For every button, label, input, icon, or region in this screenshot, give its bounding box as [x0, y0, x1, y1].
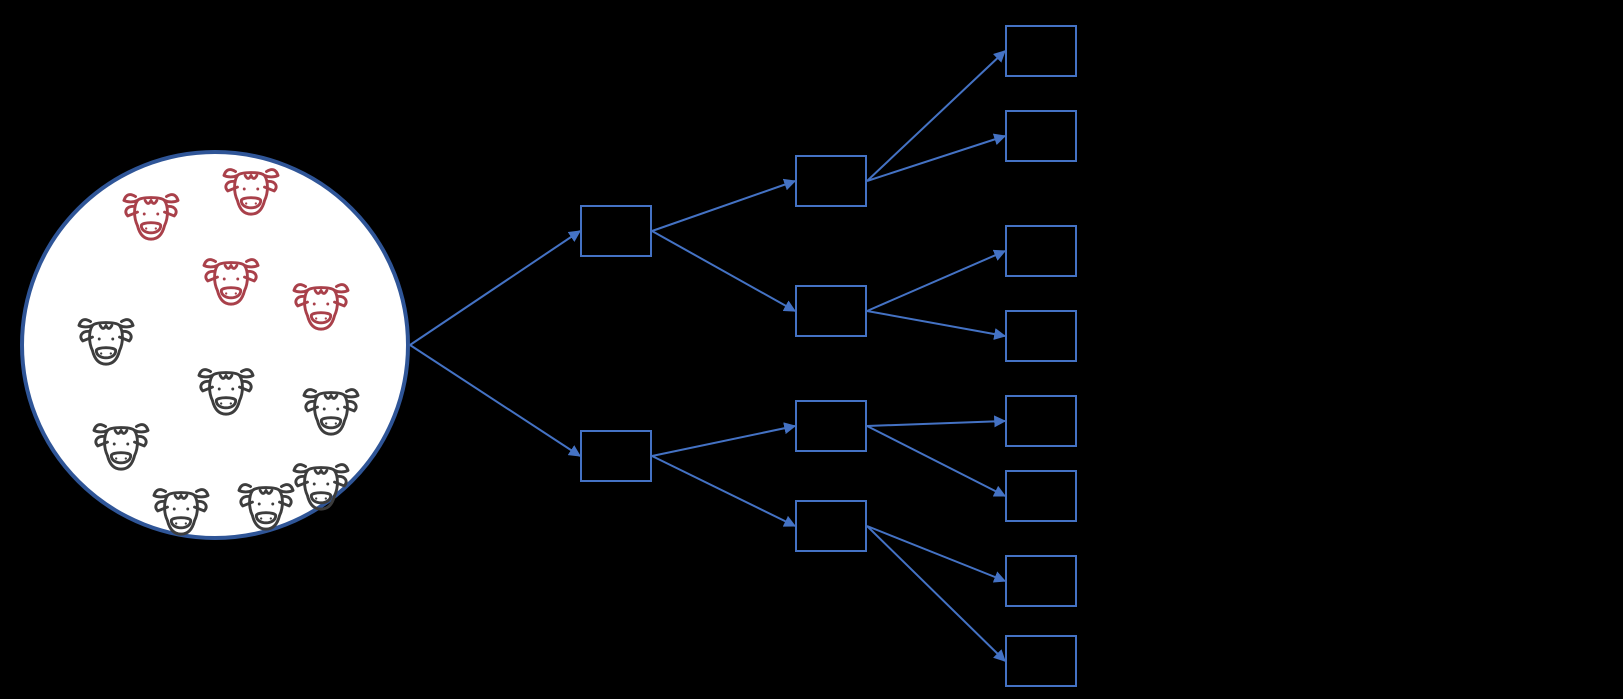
tree-node-l3f: [1005, 470, 1077, 522]
tree-node-l2b: [795, 285, 867, 337]
edge-l1a-l2a: [652, 181, 795, 231]
edge-l2d-l3h: [867, 526, 1005, 661]
cow-icon: [290, 275, 352, 333]
cow-icon: [300, 380, 362, 438]
tree-node-l3g: [1005, 555, 1077, 607]
tree-node-l1b: [580, 430, 652, 482]
tree-node-l3a: [1005, 25, 1077, 77]
cow-icon: [150, 480, 212, 538]
edge-l2a-l3b: [867, 136, 1005, 181]
edge-l2c-l3f: [867, 426, 1005, 496]
cow-icon: [120, 185, 182, 243]
tree-node-l3d: [1005, 310, 1077, 362]
edge-l2d-l3g: [867, 526, 1005, 581]
edge-l1a-l2b: [652, 231, 795, 311]
tree-node-l1a: [580, 205, 652, 257]
tree-node-l3h: [1005, 635, 1077, 687]
tree-node-l2d: [795, 500, 867, 552]
cow-icon: [235, 475, 297, 533]
tree-node-l3c: [1005, 225, 1077, 277]
tree-node-l3b: [1005, 110, 1077, 162]
cow-icon: [220, 160, 282, 218]
diagram-stage: [0, 0, 1623, 699]
edge-l1b-l2d: [652, 456, 795, 526]
cow-icon: [90, 415, 152, 473]
edge-root-l1a: [410, 231, 580, 345]
cow-icon: [200, 250, 262, 308]
tree-node-l3e: [1005, 395, 1077, 447]
edge-root-l1b: [410, 345, 580, 456]
cow-icon: [290, 455, 352, 513]
edge-l2b-l3c: [867, 251, 1005, 311]
edge-l1b-l2c: [652, 426, 795, 456]
cow-icon: [75, 310, 137, 368]
edge-l2c-l3e: [867, 421, 1005, 426]
tree-node-l2c: [795, 400, 867, 452]
edge-l2a-l3a: [867, 51, 1005, 181]
cow-icon: [195, 360, 257, 418]
tree-node-l2a: [795, 155, 867, 207]
edge-l2b-l3d: [867, 311, 1005, 336]
